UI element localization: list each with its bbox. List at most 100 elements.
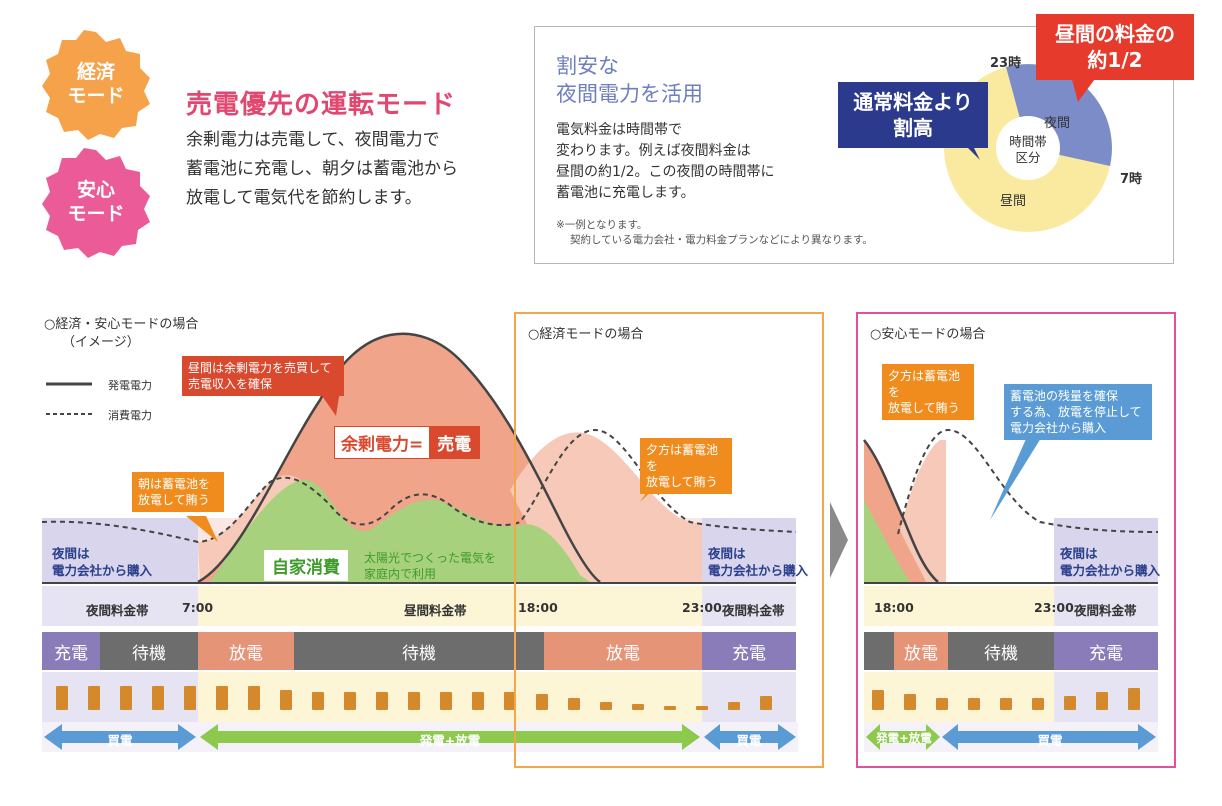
mode-standby: 待機 — [100, 632, 198, 670]
night-buy-left-line: 電力会社から購入 — [52, 563, 153, 578]
callout-blue-line: 割高 — [893, 116, 933, 140]
noon-note-line: 売電収入を確保 — [188, 377, 273, 391]
safety-reserve-line: する為、放電を停止して — [1010, 405, 1142, 419]
callout-red-line: 約1/2 — [1087, 48, 1143, 72]
battery-row — [54, 682, 794, 714]
timeline-7: 7:00 — [182, 600, 214, 615]
info-text-line: 変わります。例えば夜間料金は — [556, 143, 751, 159]
description-line: 放電して電気代を節約します。 — [186, 188, 422, 208]
night-buy-right-line: 夜間は — [708, 546, 746, 561]
night-buy-left-line: 夜間は — [52, 546, 90, 561]
info-text: 電気料金は時間帯で 変わります。例えば夜間料金は 昼間の約1/2。この夜間の時間… — [556, 120, 846, 204]
mode-charge: 充電 — [42, 632, 100, 670]
gen-discharge-arrow — [200, 724, 700, 750]
pie-label-7: 7時 — [1120, 172, 1143, 187]
pie-center-label: 時間帯 区分 — [1008, 134, 1048, 166]
battery-strip-right — [702, 672, 796, 722]
evening-note: 夕方は蓄電池を 放電して賄う — [640, 438, 732, 494]
safety-gen-arrow — [866, 724, 940, 750]
safety-evening-note-line: 放電して賄う — [888, 401, 960, 415]
callout-blue-line: 通常料金より — [853, 90, 973, 114]
safety-reserve-note: 蓄電池の残量を確保 する為、放電を停止して 電力会社から購入 — [1004, 384, 1152, 440]
pie-label-23: 23時 — [990, 56, 1022, 71]
timeline-night-right — [702, 586, 796, 626]
safety-reserve-line: 蓄電池の残量を確保 — [1010, 389, 1119, 403]
description-line: 蓄電池に充電し、朝夕は蓄電池から — [186, 159, 458, 179]
safety-self-area — [864, 500, 910, 582]
safety-reserve-pointer — [990, 430, 1046, 520]
pie-label-night: 夜間 — [1044, 116, 1071, 131]
self-note-line: 家庭内で利用 — [364, 567, 437, 581]
safety-buy-arrow — [942, 724, 1156, 750]
safety-badge-line1: 安心 — [76, 179, 115, 201]
pie-center — [996, 116, 1060, 180]
buy-right-arrow — [704, 724, 796, 750]
main-chart-title-line: ○経済・安心モードの場合 — [44, 317, 199, 332]
safety-generation-curve — [863, 439, 939, 583]
pie-label-day: 昼間 — [1000, 194, 1027, 209]
buy-right-label: 買電 — [736, 733, 762, 748]
callout-day-expensive: 通常料金より 割高 — [838, 82, 988, 148]
night-buy-right-line: 電力会社から購入 — [708, 563, 809, 578]
safety-mode-frame — [856, 312, 1176, 768]
surplus-label: 余剰電力= — [341, 435, 424, 455]
morning-note-pointer — [186, 516, 218, 542]
night-buy-left: 夜間は 電力会社から購入 — [52, 545, 152, 579]
safety-mode-discharge: 放電 — [894, 632, 948, 670]
timeline-18: 18:00 — [518, 600, 558, 615]
safety-mode-badge: 安心 モード — [40, 146, 152, 258]
economy-badge-line2: モード — [67, 85, 125, 107]
consumption-curve — [41, 428, 797, 544]
info-note: ※一例となります。 契約している電力会社・電力料金プランなどにより異なります。 — [556, 218, 916, 248]
morning-note-line: 放電して賄う — [138, 493, 210, 507]
timeline-night-left — [42, 586, 198, 626]
legend-generation: 発電電力 — [108, 379, 152, 392]
description-line: 余剰電力は売電して、夜間電力で — [186, 130, 440, 150]
surplus-sale-label: 余剰電力= 売電 — [334, 426, 481, 459]
buy-left-label: 買電 — [107, 733, 133, 748]
battery-icon — [56, 686, 772, 710]
info-title-line: 夜間電力を活用 — [556, 82, 703, 106]
mode-discharge-evening: 放電 — [544, 632, 702, 670]
safety-battery-icons — [872, 688, 1140, 710]
economy-frame-title: ○経済モードの場合 — [528, 327, 644, 342]
gen-discharge-label: 発電+放電 — [419, 733, 481, 748]
mode-charge-night: 充電 — [702, 632, 796, 670]
timeline-night-right-label: 夜間料金帯 — [722, 603, 785, 618]
safety-timeline-night: 夜間料金帯 — [1074, 603, 1137, 618]
info-text-line: 昼間の約1/2。この夜間の時間帯に — [556, 164, 775, 180]
info-note-line: ※一例となります。 — [556, 219, 648, 231]
main-chart-title: ○経済・安心モードの場合 （イメージ） — [44, 316, 198, 352]
economy-mode-frame — [514, 312, 824, 768]
mode-standby-day: 待機 — [294, 632, 544, 670]
callout-night-half: 昼間の料金の 約1/2 — [1036, 14, 1194, 80]
main-chart-title-line: （イメージ） — [62, 335, 140, 350]
evening-note-line: 放電して賄う — [646, 475, 718, 489]
safety-frame-title: ○安心モードの場合 — [870, 327, 986, 342]
economy-badge-line1: 経済 — [76, 61, 115, 83]
safety-night-buy: 夜間は 電力会社から購入 — [1060, 545, 1160, 579]
generation-curve — [197, 332, 601, 584]
safety-night-line: 電力会社から購入 — [1060, 563, 1161, 578]
safety-evening-area — [900, 440, 946, 582]
morning-note-line: 朝は蓄電池を — [138, 477, 211, 491]
info-note-line: 契約している電力会社・電力料金プランなどにより異なります。 — [570, 234, 873, 246]
surplus-tag: 売電 — [429, 427, 480, 458]
safety-buy-label: 買電 — [1037, 733, 1063, 748]
safety-gen-label: 発電+放電 — [876, 731, 932, 745]
evening-note-line: 夕方は蓄電池を — [646, 443, 719, 473]
safety-evening-note-line: 夕方は蓄電池を — [888, 369, 961, 399]
panel-transition-arrow — [830, 502, 848, 578]
safety-night-band — [1054, 518, 1158, 582]
safety-mode-badge-shape — [42, 148, 150, 258]
legend-consumption: 消費電力 — [108, 409, 152, 422]
safety-badge-line2: モード — [67, 203, 125, 225]
info-text-line: 電気料金は時間帯で — [556, 122, 682, 138]
night-band-left — [42, 518, 198, 582]
callout-red-line: 昼間の料金の — [1055, 22, 1175, 46]
self-note-line: 太陽光でつくった電気を — [364, 551, 497, 565]
noon-note: 昼間は余剰電力を売買して 売電収入を確保 — [182, 356, 344, 396]
mode-discharge-morning: 放電 — [198, 632, 294, 670]
safety-battery-strip-day — [864, 672, 1054, 722]
safety-mode-standby-short — [864, 632, 894, 670]
